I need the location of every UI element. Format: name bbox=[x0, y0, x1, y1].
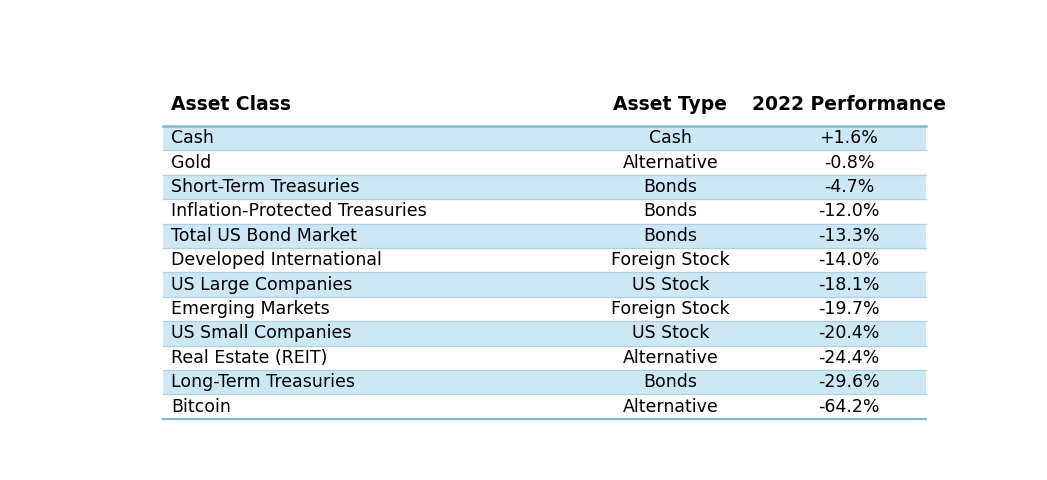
Text: -12.0%: -12.0% bbox=[819, 203, 879, 220]
Text: Long-Term Treasuries: Long-Term Treasuries bbox=[172, 373, 355, 391]
Text: Foreign Stock: Foreign Stock bbox=[611, 300, 730, 318]
Bar bbox=[163, 346, 926, 370]
Bar bbox=[163, 248, 926, 272]
Text: Short-Term Treasuries: Short-Term Treasuries bbox=[172, 178, 360, 196]
Bar bbox=[163, 272, 926, 297]
Text: Alternative: Alternative bbox=[623, 348, 718, 367]
Text: -24.4%: -24.4% bbox=[819, 348, 879, 367]
Text: -64.2%: -64.2% bbox=[819, 397, 879, 416]
Text: US Large Companies: US Large Companies bbox=[172, 276, 353, 294]
Text: US Stock: US Stock bbox=[631, 324, 709, 342]
Text: Inflation-Protected Treasuries: Inflation-Protected Treasuries bbox=[172, 203, 427, 220]
Text: +1.6%: +1.6% bbox=[820, 129, 878, 147]
Text: -13.3%: -13.3% bbox=[819, 227, 879, 245]
Text: Bonds: Bonds bbox=[644, 178, 697, 196]
Text: -18.1%: -18.1% bbox=[819, 276, 879, 294]
Text: Total US Bond Market: Total US Bond Market bbox=[172, 227, 357, 245]
Text: Bonds: Bonds bbox=[644, 203, 697, 220]
Bar bbox=[163, 321, 926, 346]
Text: Bonds: Bonds bbox=[644, 373, 697, 391]
Text: Alternative: Alternative bbox=[623, 154, 718, 171]
Text: -20.4%: -20.4% bbox=[819, 324, 879, 342]
Bar bbox=[163, 297, 926, 321]
Text: US Stock: US Stock bbox=[631, 276, 709, 294]
Text: Bonds: Bonds bbox=[644, 227, 697, 245]
Text: -19.7%: -19.7% bbox=[818, 300, 879, 318]
Bar bbox=[163, 394, 926, 419]
Text: Developed International: Developed International bbox=[172, 251, 382, 269]
Text: -29.6%: -29.6% bbox=[818, 373, 879, 391]
Text: Asset Type: Asset Type bbox=[614, 95, 728, 114]
Text: -0.8%: -0.8% bbox=[824, 154, 874, 171]
Bar bbox=[163, 224, 926, 248]
Text: Asset Class: Asset Class bbox=[172, 95, 291, 114]
Bar bbox=[163, 199, 926, 224]
Text: US Small Companies: US Small Companies bbox=[172, 324, 352, 342]
Text: Cash: Cash bbox=[649, 129, 692, 147]
Text: Real Estate (REIT): Real Estate (REIT) bbox=[172, 348, 328, 367]
Bar bbox=[163, 175, 926, 199]
Text: Foreign Stock: Foreign Stock bbox=[611, 251, 730, 269]
Text: 2022 Performance: 2022 Performance bbox=[752, 95, 946, 114]
Text: -4.7%: -4.7% bbox=[824, 178, 874, 196]
Text: Bitcoin: Bitcoin bbox=[172, 397, 231, 416]
Text: Gold: Gold bbox=[172, 154, 211, 171]
Text: Cash: Cash bbox=[172, 129, 215, 147]
Text: Alternative: Alternative bbox=[623, 397, 718, 416]
Bar bbox=[163, 150, 926, 175]
Bar bbox=[163, 370, 926, 394]
Bar bbox=[163, 84, 926, 126]
Text: -14.0%: -14.0% bbox=[819, 251, 879, 269]
Text: Emerging Markets: Emerging Markets bbox=[172, 300, 330, 318]
Bar bbox=[163, 126, 926, 150]
